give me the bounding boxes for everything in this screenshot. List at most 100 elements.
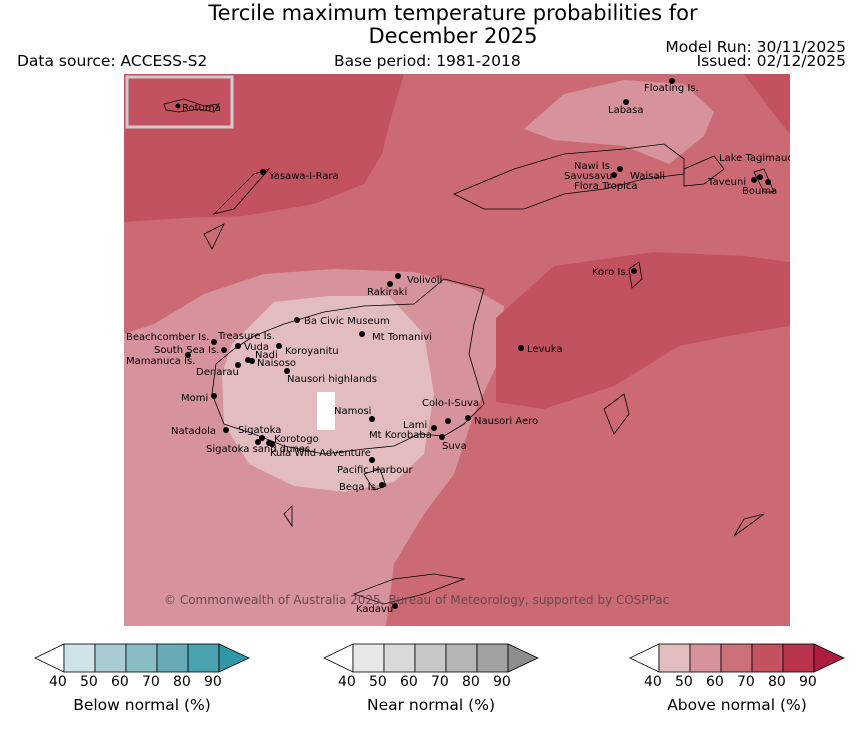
data-source-label: Data source: ACCESS-S2 — [17, 52, 208, 70]
svg-text:Volivoli: Volivoli — [407, 275, 442, 286]
svg-text:Natadola: Natadola — [171, 426, 216, 437]
svg-text:Taveuni: Taveuni — [707, 177, 746, 188]
tick-label: 80 — [462, 674, 480, 690]
tick-label: 60 — [706, 674, 724, 690]
svg-text:Nausori Aero: Nausori Aero — [474, 416, 538, 427]
near-bar-segment — [383, 643, 416, 673]
below-bar-high-arrow — [218, 643, 250, 673]
svg-text:Ba Civic Museum: Ba Civic Museum — [304, 316, 390, 327]
colorbar-near — [323, 643, 539, 677]
copyright-note: © Commonwealth of Australia 2025, Bureau… — [164, 593, 669, 607]
svg-text:Lake Tagimaucia: Lake Tagimaucia — [719, 153, 790, 164]
colorbar-above-title: Above normal (%) — [667, 696, 807, 714]
title-line-1: Tercile maximum temperature probabilitie… — [208, 1, 698, 25]
above-bar-segment — [751, 643, 784, 673]
above-bar-segment — [782, 643, 815, 673]
below-bar-segment — [125, 643, 158, 673]
svg-text:Denarau: Denarau — [196, 367, 239, 378]
zone-above-70-right — [744, 74, 790, 134]
svg-text:Mt Tomanivi: Mt Tomanivi — [372, 332, 432, 343]
svg-text:Nawi Is.: Nawi Is. — [574, 161, 613, 172]
colorbar-below — [34, 643, 250, 677]
svg-text:Colo-I-Suva: Colo-I-Suva — [422, 398, 479, 409]
tick-label: 70 — [142, 674, 160, 690]
svg-text:Bouma: Bouma — [742, 186, 777, 197]
svg-text:Treasure Is.: Treasure Is. — [217, 331, 275, 342]
tick-label: 40 — [338, 674, 356, 690]
inset-label: Rotuma — [182, 103, 221, 114]
svg-text:Suva: Suva — [442, 441, 467, 452]
tick-label: 80 — [768, 674, 786, 690]
tick-label: 60 — [400, 674, 418, 690]
svg-text:Lami: Lami — [403, 420, 427, 431]
near-bar-segment — [352, 643, 385, 673]
svg-text:Koro Is.: Koro Is. — [592, 267, 629, 278]
below-bar-segment — [187, 643, 220, 673]
place-nausori-highlands: Nausori highlands — [287, 374, 377, 385]
tick-label: 50 — [369, 674, 387, 690]
probability-map: Rotuma Floating Is. Labasa Yasawa-I-Rara… — [124, 74, 790, 626]
coastlines — [203, 143, 775, 605]
tick-label: 40 — [49, 674, 67, 690]
svg-text:Naisoso: Naisoso — [257, 358, 296, 369]
svg-text:Mt Korobaba: Mt Korobaba — [369, 430, 432, 441]
svg-text:Floating Is.: Floating Is. — [644, 83, 699, 94]
tick-label: 50 — [675, 674, 693, 690]
above-bar-high-arrow — [813, 643, 845, 673]
model-run-label: Model Run: 30/11/2025 — [665, 38, 846, 56]
svg-text:Nadi: Nadi — [255, 350, 278, 361]
near-bar-segment — [476, 643, 509, 673]
title-line-2: December 2025 — [368, 24, 538, 48]
svg-text:Kula Wild Adventure: Kula Wild Adventure — [270, 448, 371, 459]
svg-text:Beqa Is.: Beqa Is. — [339, 482, 379, 493]
rotuma-inset: Rotuma — [125, 75, 234, 129]
svg-text:Yasawa-I-Rara: Yasawa-I-Rara — [268, 171, 339, 182]
svg-text:Namosi: Namosi — [334, 406, 371, 417]
svg-text:Waisali: Waisali — [630, 171, 665, 182]
svg-text:Levuka: Levuka — [527, 344, 563, 355]
near-bar-low-arrow — [323, 643, 354, 673]
colorbar-near-title: Near normal (%) — [367, 696, 495, 714]
svg-text:Labasa: Labasa — [608, 105, 644, 116]
svg-text:Korotogo: Korotogo — [274, 434, 319, 445]
svg-text:Koroyanitu: Koroyanitu — [285, 346, 339, 357]
place-markers: Floating Is. Labasa Yasawa-I-Rara Nawi I… — [126, 78, 790, 615]
svg-text:Sigatoka: Sigatoka — [238, 425, 281, 436]
svg-text:Rakiraki: Rakiraki — [367, 287, 407, 298]
zone-above-70-east — [496, 252, 790, 409]
svg-text:Savusavu: Savusavu — [564, 171, 612, 182]
tick-label: 70 — [737, 674, 755, 690]
issued-label: Issued: 02/12/2025 — [696, 52, 846, 70]
above-bar-segment — [720, 643, 753, 673]
below-bar-low-arrow — [34, 643, 65, 673]
chart-title: Tercile maximum temperature probabilitie… — [0, 2, 862, 48]
svg-text:Sigatoka sand dunes: Sigatoka sand dunes — [206, 444, 310, 455]
zone-near-40 — [317, 392, 335, 430]
tick-label: 50 — [80, 674, 98, 690]
near-bar-segment — [445, 643, 478, 673]
svg-text:Mamanuca Is.: Mamanuca Is. — [126, 356, 195, 367]
above-bar-segment — [658, 643, 691, 673]
run-info: Model Run: 30/11/2025 Issued: 02/12/2025 — [665, 38, 846, 70]
below-bar-segment — [156, 643, 189, 673]
svg-text:Pacific Harbour: Pacific Harbour — [337, 465, 414, 476]
zone-above-50-north — [524, 80, 714, 164]
tick-label: 90 — [204, 674, 222, 690]
colorbar-above — [629, 643, 845, 677]
svg-text:Kadavu: Kadavu — [356, 604, 393, 615]
colorbar-below-title: Below normal (%) — [73, 696, 211, 714]
below-bar-segment — [94, 643, 127, 673]
svg-text:Vuda: Vuda — [244, 342, 269, 353]
svg-text:Momi: Momi — [181, 393, 208, 404]
svg-text:South Sea Is.: South Sea Is. — [154, 345, 219, 356]
above-bar-low-arrow — [629, 643, 660, 673]
svg-text:Beachcomber Is.: Beachcomber Is. — [126, 332, 209, 343]
tick-label: 90 — [493, 674, 511, 690]
tick-label: 90 — [799, 674, 817, 690]
svg-text:Flora Tropica: Flora Tropica — [574, 181, 637, 192]
tick-label: 70 — [431, 674, 449, 690]
below-bar-segment — [63, 643, 96, 673]
tick-label: 60 — [111, 674, 129, 690]
near-bar-high-arrow — [507, 643, 539, 673]
near-bar-segment — [414, 643, 447, 673]
